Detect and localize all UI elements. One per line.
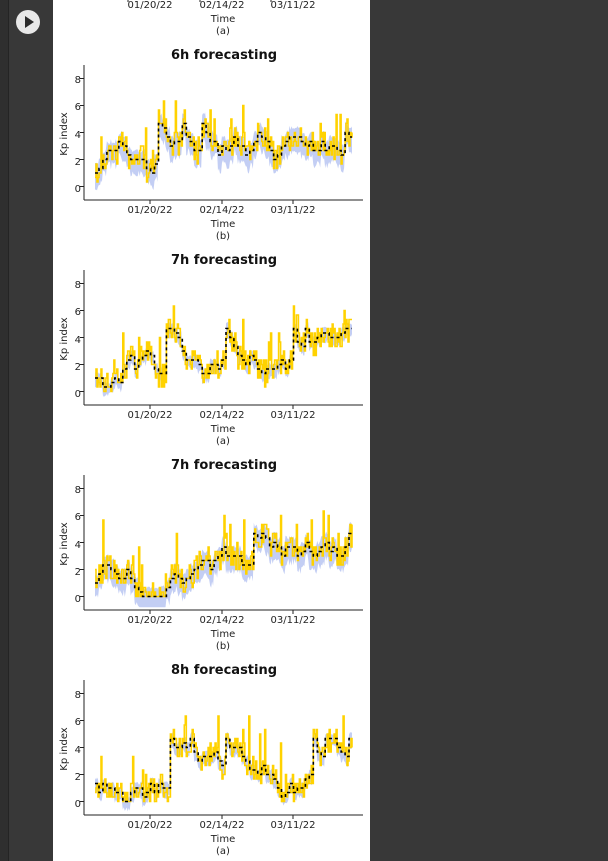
x-axis-label: Time — [210, 14, 235, 25]
figure-caption: (a) — [216, 846, 230, 857]
actual-line — [95, 532, 352, 598]
y-tick-label: 4 — [75, 540, 81, 551]
x-axis-label: Time — [210, 834, 235, 845]
y-tick-label: 2 — [75, 157, 81, 168]
cell-output: 01/20/22 02/14/22 03/11/22 Time (a) 6h f… — [53, 0, 370, 861]
x-tick-label: 02/14/22 — [200, 820, 245, 831]
x-tick-label: 02/14/22 — [200, 615, 245, 626]
y-axis-label: Kp index — [59, 727, 70, 771]
y-tick-label: 8 — [75, 485, 81, 496]
left-gutter — [0, 0, 9, 861]
run-cell-button[interactable] — [16, 10, 40, 34]
y-axis-label: Kp index — [59, 522, 70, 566]
prediction-line — [95, 305, 352, 393]
y-tick-label: 0 — [75, 594, 81, 605]
y-tick-label: 8 — [75, 690, 81, 701]
chart-panel-0: 01/20/22 02/14/22 03/11/22 Time (a) — [127, 0, 316, 37]
figure-caption: (a) — [216, 436, 230, 447]
x-tick-label: 03/11/22 — [271, 0, 316, 11]
plot-area — [80, 270, 363, 409]
actual-line — [95, 122, 352, 174]
chart-panel-4: 8h forecasting Kp index 0 2 4 6 8 01/20/… — [59, 663, 363, 857]
y-tick-label: 0 — [75, 389, 81, 400]
cell-gutter — [9, 0, 53, 861]
x-axis-label: Time — [210, 629, 235, 640]
figure-caption: (b) — [216, 231, 230, 242]
y-tick-labels: 0 2 4 6 8 — [75, 690, 81, 810]
x-tick-label: 01/20/22 — [128, 205, 173, 216]
y-tick-label: 8 — [75, 75, 81, 86]
prediction-line — [95, 510, 353, 598]
chart-title: 7h forecasting — [171, 253, 277, 268]
actual-line — [95, 737, 352, 803]
x-tick-label: 03/11/22 — [271, 820, 316, 831]
y-tick-labels: 0 2 4 6 8 — [75, 280, 81, 400]
x-axis-label: Time — [210, 424, 235, 435]
x-tick-label: 01/20/22 — [128, 820, 173, 831]
x-tick-label: 02/14/22 — [200, 0, 245, 11]
y-tick-label: 4 — [75, 335, 81, 346]
y-tick-label: 0 — [75, 799, 81, 810]
x-tick-label: 01/20/22 — [128, 0, 173, 11]
plot-area — [80, 475, 363, 614]
x-tick-label: 02/14/22 — [200, 205, 245, 216]
plot-area — [80, 680, 363, 819]
x-tick-label: 03/11/22 — [271, 205, 316, 216]
x-tick-label: 01/20/22 — [128, 410, 173, 421]
y-tick-labels: 0 2 4 6 8 — [75, 485, 81, 605]
x-tick-label: 02/14/22 — [200, 410, 245, 421]
y-axis-label: Kp index — [59, 112, 70, 156]
chart-panel-3: 7h forecasting Kp index 0 2 4 6 8 01/20/… — [59, 458, 363, 652]
y-tick-label: 8 — [75, 280, 81, 291]
actual-line — [95, 327, 352, 388]
y-tick-label: 4 — [75, 745, 81, 756]
y-tick-label: 2 — [75, 362, 81, 373]
figure-caption: (b) — [216, 641, 230, 652]
plot-area — [80, 65, 363, 204]
x-axis-label: Time — [210, 219, 235, 230]
play-icon — [25, 16, 34, 28]
y-tick-label: 6 — [75, 102, 81, 113]
y-tick-label: 6 — [75, 717, 81, 728]
forecast-figures: 01/20/22 02/14/22 03/11/22 Time (a) 6h f… — [59, 0, 363, 857]
prediction-line — [95, 100, 353, 183]
y-tick-label: 6 — [75, 307, 81, 318]
chart-panel-2: 7h forecasting Kp index 0 2 4 6 8 01/20/… — [59, 253, 363, 447]
x-tick-label: 01/20/22 — [128, 615, 173, 626]
chart-panel-1: 6h forecasting Kp index 0 2 4 6 8 01/20/… — [59, 48, 363, 242]
x-tick-label: 03/11/22 — [271, 615, 316, 626]
y-tick-labels: 0 2 4 6 8 — [75, 75, 81, 195]
figure-caption: (a) — [216, 26, 230, 37]
right-pane — [370, 0, 608, 861]
chart-title: 6h forecasting — [171, 48, 277, 63]
y-tick-label: 2 — [75, 567, 81, 578]
y-tick-label: 2 — [75, 772, 81, 783]
y-axis-label: Kp index — [59, 317, 70, 361]
chart-title: 7h forecasting — [171, 458, 277, 473]
y-tick-label: 4 — [75, 130, 81, 141]
y-tick-label: 6 — [75, 512, 81, 523]
y-tick-label: 0 — [75, 184, 81, 195]
x-tick-label: 03/11/22 — [271, 410, 316, 421]
chart-title: 8h forecasting — [171, 663, 277, 678]
